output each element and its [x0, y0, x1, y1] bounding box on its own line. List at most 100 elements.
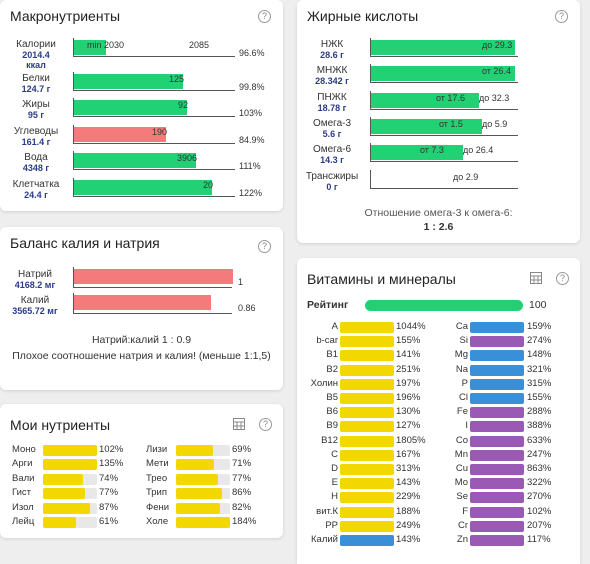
- vm-percent: 1044%: [396, 321, 426, 332]
- macro-value: 24.4 г: [24, 190, 48, 200]
- my-nutrients-card: Мои нутриенты ? Моно 102% Арги 135% Вали 74% Г…: [0, 404, 283, 538]
- table-view-icon[interactable]: [233, 418, 245, 430]
- fatty-range-label: до 32.3: [479, 93, 510, 103]
- my-nutrient-bar: [176, 459, 214, 470]
- vm-name: B1: [326, 349, 338, 360]
- my-nutrient-name: Фени: [146, 502, 170, 513]
- vm-name: Cu: [455, 463, 468, 474]
- macro-percent: 103%: [239, 108, 263, 118]
- my-nutrient-bar: [176, 445, 213, 456]
- vm-name: P: [461, 378, 468, 389]
- macro-percent: 96.6%: [239, 48, 265, 58]
- macro-label: Вода 4348 г: [2, 153, 70, 174]
- vm-percent: 155%: [527, 392, 552, 403]
- fatty-label: Омега-6 14.3 г: [299, 145, 365, 166]
- rating-label: Рейтинг: [307, 299, 349, 311]
- macro-max-label: 92: [177, 100, 188, 110]
- help-icon[interactable]: ?: [556, 272, 569, 285]
- fatty-label: Омега-3 5.6 г: [299, 119, 365, 140]
- vm-bar: [470, 336, 524, 347]
- vm-percent: 127%: [396, 420, 421, 431]
- vm-percent: 159%: [527, 321, 552, 332]
- fatty-track: [370, 143, 518, 162]
- fatty-name: НЖК: [320, 39, 344, 50]
- vm-bar: [340, 450, 394, 461]
- macro-track: [73, 98, 235, 117]
- vm-bar: [470, 393, 524, 404]
- my-nutrient-name: Мети: [146, 458, 169, 469]
- vm-name: вит.К: [316, 506, 338, 517]
- fatty-value: 14.3 г: [320, 155, 344, 165]
- vm-name: B9: [326, 420, 338, 431]
- fatty-bar: [371, 93, 479, 108]
- vm-name: B6: [326, 406, 338, 417]
- fatty-range-label: от 26.4: [482, 66, 511, 76]
- vm-name: Ca: [455, 321, 468, 332]
- vm-bar: [340, 350, 394, 361]
- vm-bar: [340, 421, 394, 432]
- macro-value: 95 г: [27, 110, 45, 120]
- macro-value: 124.7 г: [21, 84, 51, 94]
- help-icon[interactable]: ?: [258, 10, 271, 23]
- vm-bar: [470, 322, 524, 333]
- macro-track: [73, 38, 235, 57]
- my-nutrient-percent: 135%: [99, 458, 124, 469]
- vm-bar: [340, 322, 394, 333]
- vm-name: Na: [455, 364, 468, 375]
- vm-percent: 197%: [396, 378, 421, 389]
- vm-percent: 155%: [396, 335, 421, 346]
- vm-bar: [470, 436, 524, 447]
- vm-bar: [340, 535, 394, 546]
- kna-value: 3565.72 мг: [12, 306, 58, 316]
- vm-name: C: [331, 449, 338, 460]
- macro-percent: 99.8%: [239, 82, 265, 92]
- my-nutrient-name: Гист: [12, 487, 32, 498]
- help-icon[interactable]: ?: [258, 240, 271, 253]
- vm-bar: [340, 407, 394, 418]
- vm-bar: [470, 492, 524, 503]
- vm-bar: [340, 478, 394, 489]
- fatty-range-label: до 2.9: [453, 172, 479, 182]
- my-nutrient-percent: 77%: [99, 487, 119, 498]
- my-nutrient-name: Вали: [12, 473, 35, 484]
- my-nutrient-bar: [176, 517, 230, 528]
- vm-bar: [340, 507, 394, 518]
- omega-ratio-label: Отношение омега-3 к омега-6:: [364, 207, 513, 219]
- vm-bar: [340, 521, 394, 532]
- macro-bar: [74, 40, 106, 55]
- macro-bar: [74, 127, 166, 142]
- rating-value: 100: [529, 299, 547, 311]
- kna-bar: [74, 295, 211, 310]
- macro-name: Белки: [22, 73, 50, 84]
- macro-name: Калории: [16, 39, 56, 50]
- vm-percent: 148%: [527, 349, 552, 360]
- help-icon[interactable]: ?: [555, 10, 568, 23]
- fatty-name: ПНЖК: [317, 92, 347, 103]
- my-nutrient-percent: 102%: [99, 444, 124, 455]
- vm-percent: 143%: [396, 534, 421, 545]
- vm-bar: [470, 421, 524, 432]
- potassium-sodium-title: Баланс калия и натрия: [10, 235, 160, 251]
- table-view-icon[interactable]: [530, 272, 542, 284]
- vm-name: E: [331, 477, 338, 488]
- fatty-track: [370, 170, 518, 189]
- vm-bar: [470, 407, 524, 418]
- macronutrients-title: Макронутриенты: [10, 8, 121, 24]
- my-nutrient-bar: [43, 459, 97, 470]
- help-icon[interactable]: ?: [259, 418, 272, 431]
- macro-max-label: 3906: [176, 153, 197, 163]
- vm-percent: 196%: [396, 392, 421, 403]
- macro-name: Углеводы: [13, 126, 59, 137]
- fatty-track: [370, 38, 518, 57]
- fatty-name: МНЖК: [316, 65, 348, 76]
- vm-percent: 315%: [527, 378, 552, 389]
- vm-percent: 130%: [396, 406, 421, 417]
- vm-bar: [340, 464, 394, 475]
- kna-value: 4168.2 мг: [14, 280, 56, 290]
- my-nutrient-name: Моно: [12, 444, 36, 455]
- macro-track: [73, 151, 235, 170]
- fatty-range-label: от 1.5: [439, 119, 463, 129]
- vm-name: Fe: [456, 406, 468, 417]
- fatty-track: [370, 64, 518, 83]
- macro-label: Калории 2014.4 ккал: [2, 39, 70, 71]
